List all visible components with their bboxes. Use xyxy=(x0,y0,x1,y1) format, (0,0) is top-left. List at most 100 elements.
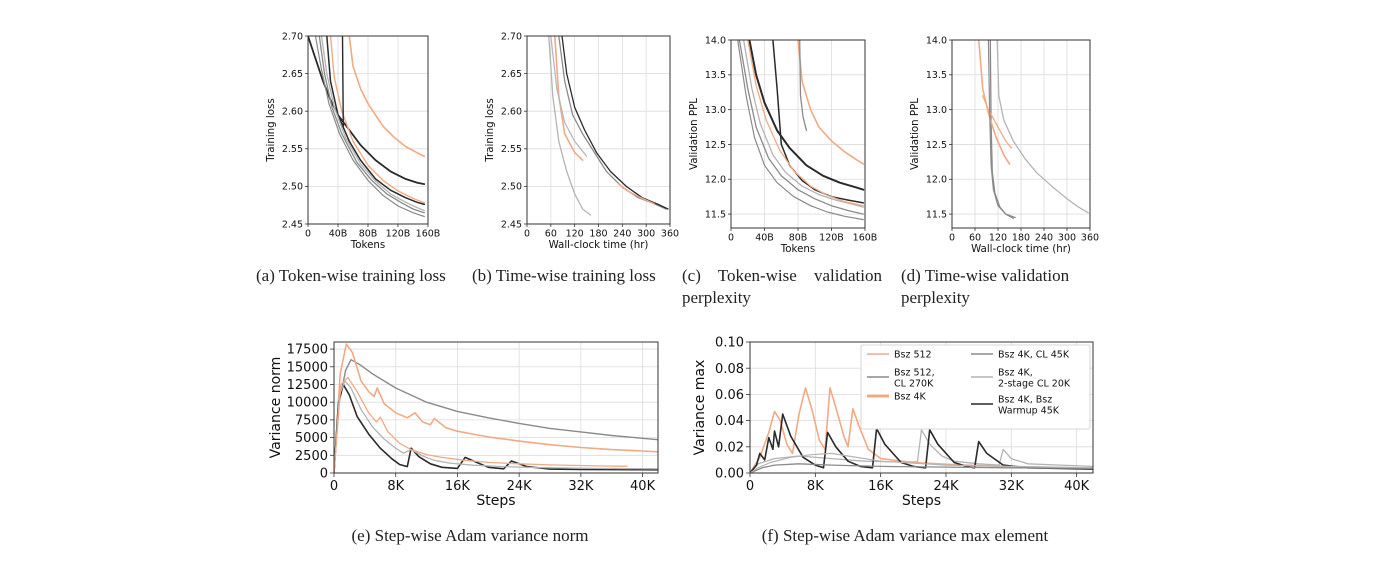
y-axis-label: Training loss xyxy=(265,98,277,163)
x-tick-label: 300 xyxy=(1058,233,1076,244)
series-line-1 xyxy=(548,36,592,216)
x-tick-label: 40K xyxy=(630,479,656,494)
x-tick-label: 80B xyxy=(359,229,378,240)
x-tick-label: 240 xyxy=(1035,233,1053,244)
x-axis-label: Wall-clock time (hr) xyxy=(549,239,649,251)
x-tick-label: 60 xyxy=(969,233,981,244)
y-tick-label: 0 xyxy=(320,467,328,482)
x-tick-label: 360 xyxy=(661,229,679,240)
legend-label-line: Bsz 4K, CL 45K xyxy=(998,350,1070,361)
series-line-5 xyxy=(320,36,425,212)
y-tick-label: 0.02 xyxy=(715,440,744,455)
legend-label-line: Bsz 4K, xyxy=(998,368,1033,379)
y-tick-label: 0.06 xyxy=(715,388,744,403)
legend-label: Bsz 512, CL 270K xyxy=(894,368,935,390)
x-tick-label: 0 xyxy=(746,479,754,494)
series-line-7 xyxy=(747,40,864,207)
x-tick-label: 40B xyxy=(329,229,348,240)
series-line-1 xyxy=(334,359,658,473)
series-line-1 xyxy=(348,36,426,158)
x-axis-label: Steps xyxy=(476,493,515,509)
series-line-3 xyxy=(977,40,1011,165)
legend-label: Bsz 512 xyxy=(894,350,932,361)
y-axis-label: Variance max xyxy=(692,360,708,456)
series-line-4 xyxy=(742,40,864,208)
series-group xyxy=(548,36,669,216)
y-tick-label: 15000 xyxy=(287,360,328,375)
series-line-4 xyxy=(334,380,658,473)
x-tick-label: 120 xyxy=(989,233,1007,244)
series-group xyxy=(334,343,658,473)
x-tick-label: 16K xyxy=(445,479,471,494)
legend: Bsz 512 Bsz 512, CL 270K Bsz 4K Bsz 4K, CL 4… xyxy=(860,344,1091,430)
x-tick-label: 240 xyxy=(613,229,631,240)
x-tick-label: 180 xyxy=(589,229,607,240)
x-tick-label: 0 xyxy=(305,229,311,240)
x-tick-label: 8K xyxy=(387,479,404,494)
y-tick-label: 2.60 xyxy=(282,107,303,118)
caption-b: (b) Time-wise training loss xyxy=(472,266,656,285)
y-tick-label: 13.0 xyxy=(926,105,947,116)
caption-a: (a) Token-wise training loss xyxy=(256,266,446,285)
series-line-7 xyxy=(314,36,425,218)
series-group xyxy=(308,36,426,218)
y-tick-label: 2.60 xyxy=(501,107,522,118)
y-tick-label: 14.0 xyxy=(705,35,726,46)
x-tick-label: 32K xyxy=(999,479,1025,494)
x-tick-label: 60 xyxy=(545,229,557,240)
caption-d: (d) Time-wise validation perplexity xyxy=(901,266,1070,307)
series-line-2 xyxy=(996,40,1089,214)
plot-frame xyxy=(333,341,659,474)
legend-label-line: 2-stage CL 20K xyxy=(998,379,1071,390)
y-tick-label: 5000 xyxy=(295,431,328,446)
legend-box xyxy=(860,344,1091,430)
y-tick-label: 11.5 xyxy=(705,209,726,220)
x-tick-label: 0 xyxy=(949,233,955,244)
caption-f: (f) Step-wise Adam variance max element xyxy=(761,526,1049,545)
legend-label: Bsz 4K, 2-stage CL 20K xyxy=(998,368,1071,390)
series-line-6 xyxy=(737,40,864,221)
caption-c: (c) Token-wise validation perplexity xyxy=(682,266,882,307)
y-tick-label: 13.0 xyxy=(705,105,726,116)
x-tick-label: 120 xyxy=(566,229,584,240)
series-line-3 xyxy=(326,36,426,206)
series-line-3 xyxy=(334,383,658,473)
series-line-5 xyxy=(617,183,655,205)
chart-c: 0 40B 80B 120B 160B 11.5 12.0 12.5 13.0 13.5 14.0 T… xyxy=(688,35,878,254)
y-tick-label: 2.50 xyxy=(282,182,303,193)
y-tick-label: 2.55 xyxy=(501,144,522,155)
y-tick-label: 12.5 xyxy=(705,140,726,151)
x-tick-label: 0 xyxy=(728,233,734,244)
y-tick-label: 14.0 xyxy=(926,35,947,46)
y-tick-label: 2.45 xyxy=(501,219,522,230)
series-line-6 xyxy=(550,36,588,157)
series-line-5 xyxy=(334,376,628,473)
x-tick-label: 24K xyxy=(507,479,533,494)
x-tick-label: 120B xyxy=(386,229,411,240)
y-tick-label: 2.70 xyxy=(501,31,522,42)
y-tick-label: 2.70 xyxy=(282,31,303,42)
series-line-2 xyxy=(308,36,426,186)
x-tick-label: 32K xyxy=(568,479,594,494)
series-line-4 xyxy=(982,95,1013,149)
y-tick-label: 0.00 xyxy=(715,467,744,482)
x-tick-label: 16K xyxy=(868,479,894,494)
legend-label: Bsz 4K, Bsz Warmup 45K xyxy=(998,395,1060,417)
y-tick-label: 12.0 xyxy=(705,175,726,186)
x-tick-label: 160B xyxy=(416,229,441,240)
series-group xyxy=(750,387,1093,473)
series-group xyxy=(977,40,1089,219)
x-tick-label: 120B xyxy=(819,233,844,244)
x-tick-label: 0 xyxy=(524,229,530,240)
legend-label-line: Bsz 512 xyxy=(894,350,932,361)
y-tick-label: 2.65 xyxy=(501,69,522,80)
y-tick-label: 13.5 xyxy=(926,70,947,81)
y-tick-label: 11.5 xyxy=(926,209,947,220)
y-tick-label: 2500 xyxy=(295,449,328,464)
series-line-8 xyxy=(799,40,808,132)
x-tick-label: 360 xyxy=(1081,233,1099,244)
y-axis-label: Variance norm xyxy=(268,357,284,459)
x-tick-label: 160B xyxy=(853,233,878,244)
x-axis-label: Tokens xyxy=(350,239,386,251)
